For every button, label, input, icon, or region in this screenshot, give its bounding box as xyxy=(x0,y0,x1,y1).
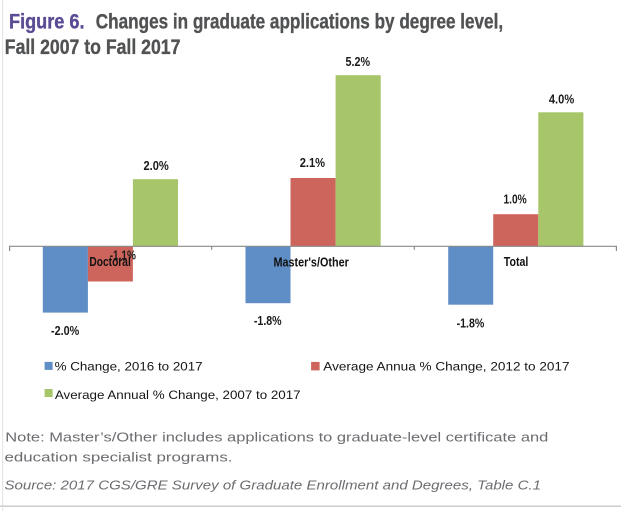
svg-text:Average Annual % Change, 2007: Average Annual % Change, 2007 to 2017 xyxy=(55,388,301,402)
svg-text:5.2%: 5.2% xyxy=(346,55,371,69)
svg-text:-2.0%: -2.0% xyxy=(51,324,79,338)
svg-text:Source: 2017 CGS/GRE Survey of: Source: 2017 CGS/GRE Survey of Graduate … xyxy=(5,477,542,492)
svg-text:Doctoral: Doctoral xyxy=(89,255,130,269)
svg-text:Fall 2007 to Fall 2017: Fall 2007 to Fall 2017 xyxy=(5,36,181,59)
svg-text:Average Annua % Change, 2012 t: Average Annua % Change, 2012 to 2017 xyxy=(323,360,569,374)
svg-text:Changes in graduate applicatio: Changes in graduate applications by degr… xyxy=(96,11,503,34)
svg-text:Master's/Other: Master's/Other xyxy=(274,256,349,270)
svg-text:-1.8%: -1.8% xyxy=(254,314,282,328)
svg-text:-1.8%: -1.8% xyxy=(457,317,485,331)
svg-text:1.0%: 1.0% xyxy=(504,193,527,207)
svg-text:4.0%: 4.0% xyxy=(549,92,574,106)
svg-text:% Change, 2016 to 2017: % Change, 2016 to 2017 xyxy=(55,360,203,374)
svg-text:Note: Master’s/Other includes: Note: Master’s/Other includes applicatio… xyxy=(5,430,548,445)
svg-text:Total: Total xyxy=(504,255,529,269)
svg-text:education specialist programs.: education specialist programs. xyxy=(5,449,233,464)
svg-text:2.1%: 2.1% xyxy=(300,156,325,170)
svg-text:Figure 6.: Figure 6. xyxy=(9,11,85,34)
svg-text:2.0%: 2.0% xyxy=(144,159,169,173)
svg-text:-1.1%: -1.1% xyxy=(110,248,136,262)
